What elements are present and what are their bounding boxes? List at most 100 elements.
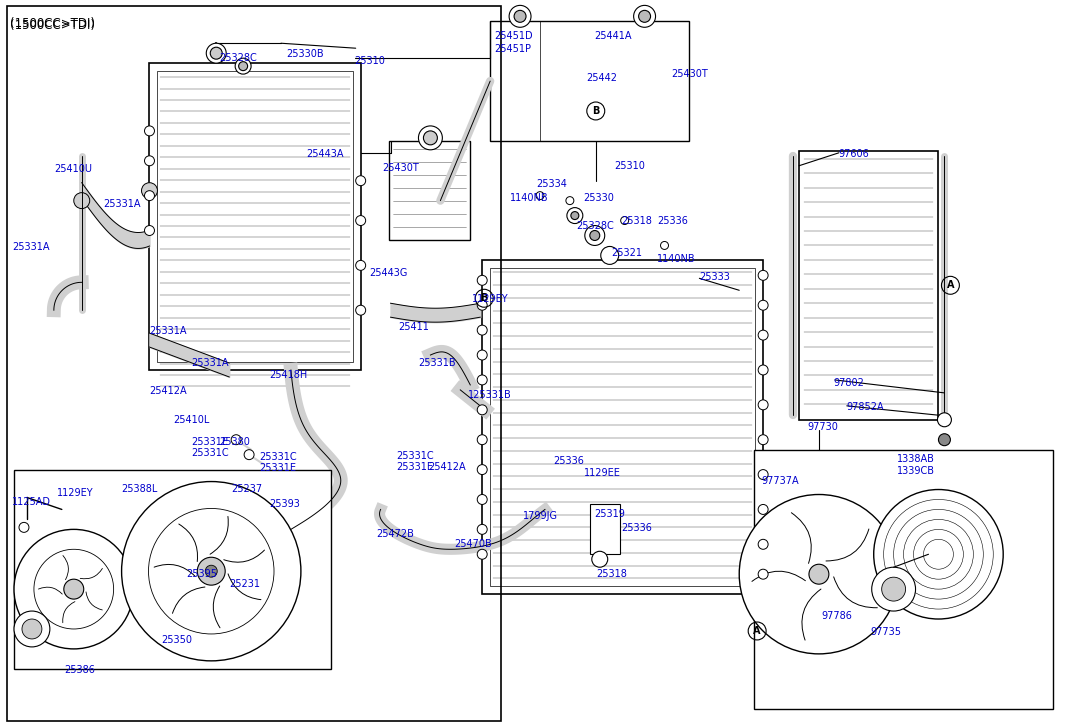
Circle shape (148, 508, 274, 634)
Text: 25319: 25319 (593, 510, 624, 519)
Circle shape (19, 523, 29, 532)
Circle shape (145, 156, 155, 166)
Bar (754, 450, 1053, 709)
Text: 1129EE: 1129EE (584, 467, 620, 478)
Text: 25451P: 25451P (495, 44, 531, 55)
Circle shape (21, 619, 42, 639)
Circle shape (739, 494, 898, 654)
Text: B: B (481, 293, 488, 303)
Circle shape (759, 330, 768, 340)
Circle shape (14, 529, 133, 649)
Text: 25231: 25231 (230, 579, 260, 589)
Text: 25328C: 25328C (576, 220, 614, 230)
Circle shape (592, 551, 607, 567)
Text: 25331E: 25331E (191, 437, 229, 446)
Text: 25412A: 25412A (428, 462, 466, 472)
Polygon shape (799, 150, 939, 419)
Circle shape (145, 126, 155, 136)
Circle shape (590, 230, 600, 241)
Bar (8, 7, 501, 720)
Text: 1125AD: 1125AD (12, 497, 52, 507)
Circle shape (565, 196, 574, 204)
Text: 25410U: 25410U (54, 164, 92, 174)
Text: 25472B: 25472B (377, 529, 414, 539)
Text: 25310: 25310 (615, 161, 646, 171)
Text: 25336: 25336 (553, 456, 584, 466)
Text: 25321: 25321 (612, 249, 643, 258)
Text: 25410L: 25410L (174, 415, 209, 425)
Circle shape (14, 611, 49, 647)
Text: 25318: 25318 (596, 569, 627, 579)
Text: 97730: 97730 (807, 422, 838, 432)
Text: 25331C: 25331C (259, 451, 297, 462)
Polygon shape (482, 260, 763, 594)
Circle shape (477, 350, 487, 360)
Text: 1129EY: 1129EY (57, 488, 93, 497)
Circle shape (74, 193, 90, 209)
Circle shape (245, 450, 254, 459)
Circle shape (477, 494, 487, 505)
Circle shape (477, 300, 487, 310)
Text: 25331C: 25331C (191, 448, 229, 458)
Text: 25418H: 25418H (269, 370, 307, 380)
Circle shape (210, 47, 222, 59)
Text: 25443A: 25443A (306, 149, 343, 158)
Circle shape (477, 325, 487, 335)
Circle shape (205, 565, 217, 577)
Circle shape (477, 435, 487, 445)
Circle shape (418, 126, 442, 150)
Text: 97737A: 97737A (761, 475, 798, 486)
Text: 25430T: 25430T (383, 163, 420, 173)
Text: 25442: 25442 (586, 73, 617, 83)
Text: 25336: 25336 (658, 216, 689, 225)
Circle shape (63, 579, 84, 599)
Text: 25386: 25386 (63, 665, 94, 675)
Text: 25441A: 25441A (593, 31, 631, 41)
Text: 1129EY: 1129EY (472, 294, 509, 305)
Circle shape (206, 43, 226, 63)
Text: 25380: 25380 (219, 437, 250, 446)
Text: 25237: 25237 (231, 483, 262, 494)
Text: 1140NB: 1140NB (657, 254, 695, 265)
Circle shape (235, 58, 251, 74)
Circle shape (355, 176, 366, 185)
Text: 25331A: 25331A (104, 198, 142, 209)
Text: 97802: 97802 (834, 378, 865, 388)
Text: 1339CB: 1339CB (897, 465, 935, 475)
Circle shape (661, 241, 668, 249)
Circle shape (571, 212, 578, 220)
Text: 25430T: 25430T (672, 69, 708, 79)
Text: B: B (592, 106, 600, 116)
Text: 25330: 25330 (583, 193, 614, 203)
Text: 25331A: 25331A (191, 358, 229, 368)
Circle shape (759, 300, 768, 310)
Text: 25333: 25333 (700, 273, 731, 282)
Text: 125331B: 125331B (468, 390, 512, 400)
Text: 25336: 25336 (621, 523, 652, 534)
Bar (14, 470, 330, 669)
Circle shape (142, 182, 158, 198)
Circle shape (759, 470, 768, 480)
Text: 97786: 97786 (821, 611, 852, 621)
Text: 25393: 25393 (269, 499, 299, 510)
Circle shape (638, 10, 650, 23)
Circle shape (477, 524, 487, 534)
Circle shape (759, 435, 768, 445)
Text: 97735: 97735 (870, 627, 901, 637)
Text: 1799JG: 1799JG (523, 511, 558, 521)
Circle shape (197, 558, 225, 585)
Text: 25443G: 25443G (369, 268, 408, 278)
Circle shape (231, 435, 241, 445)
Circle shape (477, 276, 487, 285)
Circle shape (585, 225, 605, 246)
Text: 25331A: 25331A (149, 326, 187, 336)
Circle shape (477, 405, 487, 415)
Circle shape (536, 192, 544, 200)
Circle shape (871, 567, 915, 611)
Circle shape (145, 190, 155, 201)
Circle shape (477, 375, 487, 385)
Text: 25331E: 25331E (397, 462, 433, 472)
Bar (490, 21, 690, 141)
Circle shape (355, 305, 366, 316)
Circle shape (355, 260, 366, 270)
